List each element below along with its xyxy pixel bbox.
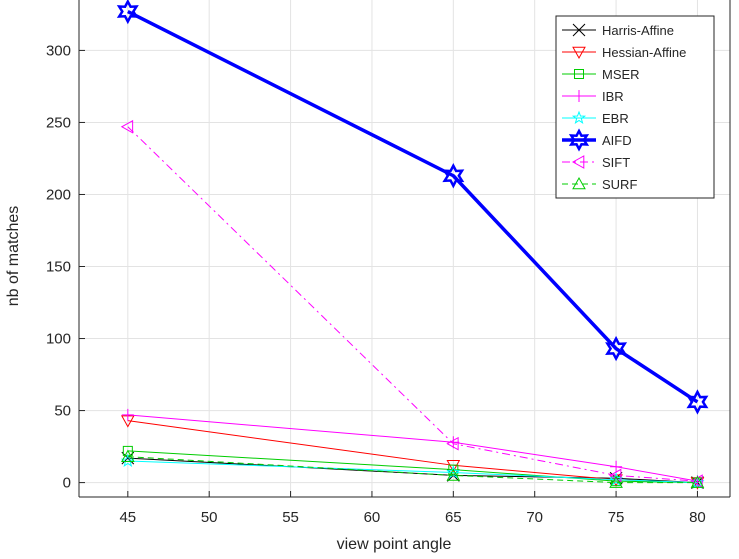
legend-marker [574, 69, 584, 79]
data-point [120, 449, 135, 462]
ticks: 45 50 55 60 65 70 75 80 0 50 100 150 200 250 300 [46, 42, 706, 526]
x-tick-label: 65 [445, 509, 462, 526]
legend-marker [573, 90, 585, 102]
legend-marker [572, 46, 586, 60]
series-line [127, 450, 698, 484]
data-point [446, 436, 459, 451]
series-line [127, 456, 698, 484]
legend-label: SURF [602, 177, 637, 192]
data-point [442, 163, 465, 189]
y-tick-label: 200 [46, 186, 71, 203]
y-tick-label: 250 [46, 114, 71, 131]
data-point [446, 465, 461, 479]
x-tick-label: 50 [201, 509, 218, 526]
legend: Harris-Affine Hessian-Affine MSER IBR EBR AIF… [555, 15, 715, 199]
series-line [127, 460, 698, 484]
x-tick-label: 80 [689, 509, 706, 526]
series-line [127, 126, 698, 482]
legend-marker [572, 176, 586, 190]
legend-marker [571, 110, 587, 125]
legend-marker [568, 128, 590, 152]
data-point [686, 389, 709, 415]
data-point [446, 460, 461, 473]
legend-box [555, 15, 715, 199]
x-axis-label: view point angle [337, 536, 452, 553]
legend-label: EBR [602, 111, 629, 126]
axes [78, 0, 731, 498]
y-tick-label: 0 [63, 475, 71, 492]
data-point [116, 0, 139, 25]
data-point [609, 475, 623, 488]
data-point [609, 472, 624, 486]
data-point [690, 475, 705, 488]
x-tick-label: 75 [608, 509, 625, 526]
y-tick-label: 300 [46, 42, 71, 59]
x-tick-label: 70 [526, 509, 543, 526]
legend-label: AIFD [602, 133, 632, 148]
series-surf [120, 449, 705, 488]
legend-label: MSER [602, 67, 640, 82]
legend-label: Harris-Affine [602, 23, 674, 38]
legend-label: IBR [602, 89, 624, 104]
data-point [121, 408, 134, 421]
data-point [610, 460, 623, 473]
legend-marker [572, 23, 586, 37]
x-tick-label: 55 [282, 509, 299, 526]
data-point [120, 119, 134, 134]
legend-label: Hessian-Affine [602, 45, 686, 60]
data-point [446, 468, 461, 481]
series-aifd [116, 0, 709, 415]
series-line [127, 414, 698, 482]
legend-marker [571, 155, 585, 169]
x-tick-label: 60 [364, 509, 381, 526]
data-point [605, 335, 628, 362]
y-tick-label: 100 [46, 331, 71, 348]
legend-label: SIFT [602, 155, 630, 170]
x-tick-label: 45 [119, 509, 136, 526]
series-group [116, 0, 709, 490]
y-tick-label: 50 [54, 403, 71, 420]
series-line [127, 9, 699, 404]
y-tick-label: 150 [46, 259, 71, 276]
y-axis-label: nb of matches [5, 206, 22, 307]
